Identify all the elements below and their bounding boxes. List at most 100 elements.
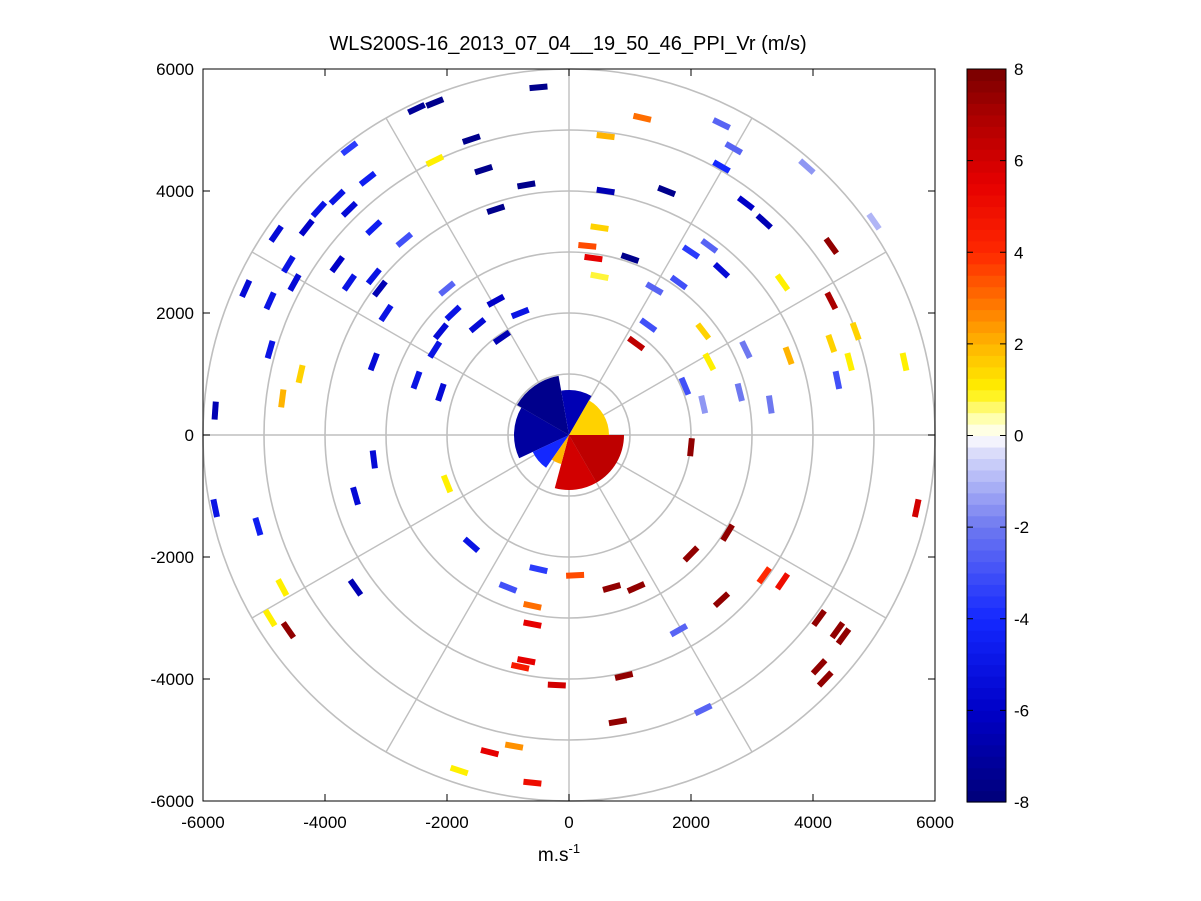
colorbar-tick-label: -4 [1014,610,1029,629]
core-sector-w [514,407,569,459]
data-point [239,279,253,299]
data-point [639,317,658,333]
colorbar-band [967,641,1006,654]
data-point [810,658,828,676]
data-point [645,281,664,296]
data-point [578,242,597,250]
data-point [596,132,615,141]
data-point [712,117,731,131]
colorbar-band [967,767,1006,780]
colorbar-band [967,653,1006,666]
data-point [825,334,838,353]
data-point [444,304,462,322]
colorbar-tick-label: -8 [1014,793,1029,812]
data-point [427,340,443,359]
data-point [736,195,755,212]
colorbar-band [967,515,1006,528]
data-point [782,346,795,366]
y-tick-label: 6000 [156,60,194,79]
colorbar-band [967,137,1006,150]
data-point [565,571,585,579]
data-point [529,83,548,92]
polar-spoke-60 [568,117,753,436]
colorbar-band [967,275,1006,288]
data-point [529,564,548,575]
data-point [700,238,719,254]
colorbar-band [967,183,1006,196]
x-tick-label: 6000 [916,813,954,832]
data-point [774,273,791,292]
data-point [341,273,357,292]
data-point [678,376,692,396]
data-point [698,395,709,414]
colorbar-band [967,676,1006,689]
data-point [347,578,364,597]
colorbar-band [967,664,1006,677]
data-point [547,681,566,689]
data-point [486,293,506,308]
data-point [602,582,622,593]
data-point [844,352,855,372]
colorbar-band [967,572,1006,585]
data-point [739,340,753,360]
colorbar-band [967,286,1006,299]
data-point [295,364,306,384]
colorbar-band [967,229,1006,242]
colorbar-band [967,561,1006,574]
colorbar-band [967,252,1006,265]
core-sector-sw [532,435,569,468]
core-sector-nw [517,375,569,435]
colorbar-band [967,332,1006,345]
data-point [522,619,542,629]
colorbar-tick-label: 8 [1014,60,1023,79]
colorbar-band [967,172,1006,185]
colorbar-band [967,710,1006,723]
velocity-points [210,83,922,787]
colorbar-band [967,309,1006,322]
colorbar-band [967,469,1006,482]
data-point [811,608,827,628]
colorbar-band [967,504,1006,517]
x-tick-label: -6000 [181,813,224,832]
colorbar-band [967,779,1006,792]
data-point [281,254,296,274]
data-point [369,450,378,469]
colorbar-band [967,630,1006,643]
colorbar-band [967,756,1006,769]
colorbar: 8 6 4 2 0 -2 -4 -6 -8 [966,60,1029,812]
data-point [275,578,290,597]
data-point [614,671,634,681]
data-point [440,474,454,494]
colorbar-tick-label: 0 [1014,427,1023,446]
x-axis-label: m.s-1 [538,841,580,866]
data-point [682,545,700,563]
colorbar-band [967,424,1006,437]
data-point [695,322,712,341]
data-point [504,741,524,751]
colorbar-band [967,481,1006,494]
data-point [449,764,469,777]
data-point [523,778,542,787]
colorbar-band [967,217,1006,230]
data-point [280,621,297,640]
x-axis-label-superscript: -1 [569,841,581,856]
data-point [462,536,481,554]
colorbar-band [967,206,1006,219]
data-point [823,236,839,255]
data-point [835,627,852,646]
data-point [435,382,447,402]
colorbar-band [967,538,1006,551]
colorbar-band [967,698,1006,711]
colorbar-band [967,744,1006,757]
core-velocity-field [514,375,624,490]
data-point [328,188,346,206]
core-sector-ne [569,400,609,435]
data-point [486,203,506,215]
colorbar-tick-label: -6 [1014,701,1029,720]
data-point [866,212,882,231]
y-tick-label: 2000 [156,304,194,323]
data-point [365,267,382,286]
polar-spoke-30 [568,251,887,436]
data-point [365,219,383,236]
